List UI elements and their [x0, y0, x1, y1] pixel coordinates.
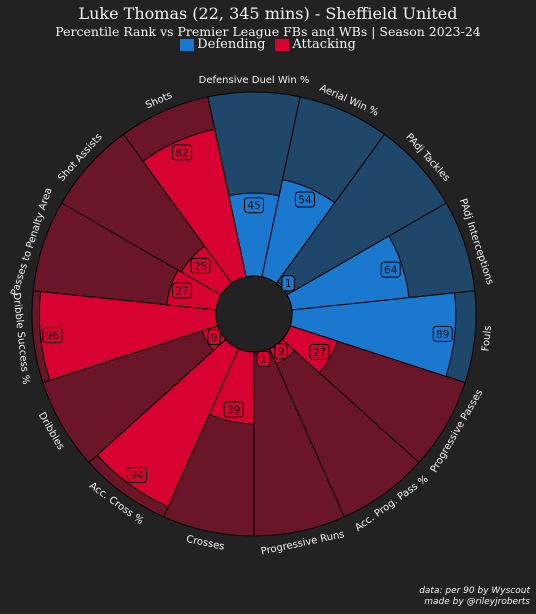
value-label-dribble-success: 96 — [42, 327, 63, 344]
category-label-defensive-duel-win: Defensive Duel Win % — [199, 75, 310, 86]
value-label-progressive-passes: 27 — [309, 343, 330, 360]
footer-data-source: data: per 90 by Wyscout — [419, 586, 530, 596]
legend-label-attacking: Attacking — [292, 37, 356, 52]
value-label-acc-cross: 94 — [127, 466, 148, 483]
svg-text:9: 9 — [278, 346, 285, 358]
svg-text:1: 1 — [285, 278, 292, 290]
value-label-defensive-duel-win: 45 — [244, 197, 264, 214]
svg-text:27: 27 — [313, 347, 326, 359]
svg-text:27: 27 — [175, 286, 188, 298]
svg-text:94: 94 — [130, 470, 144, 482]
svg-text:25: 25 — [194, 261, 207, 273]
value-label-shot-assists: 25 — [190, 257, 211, 274]
svg-text:89: 89 — [436, 329, 449, 341]
chart-subtitle: Percentile Rank vs Premier League FBs an… — [55, 24, 481, 39]
value-label-shots: 82 — [172, 144, 193, 161]
footer-credit: made by @rileyjroberts — [424, 597, 530, 607]
value-label-padj-tackles: 1 — [281, 275, 295, 292]
category-label-crosses: Crosses — [185, 534, 225, 553]
value-label-passes-to-penalty-area: 27 — [172, 282, 193, 299]
center-disc — [215, 275, 293, 353]
svg-text:1: 1 — [260, 354, 267, 366]
legend-item-defending: Defending — [180, 37, 265, 52]
value-label-crosses: 39 — [223, 401, 244, 418]
value-label-padj-interceptions: 64 — [380, 261, 401, 278]
category-label-fouls: Fouls — [480, 325, 494, 352]
value-label-fouls: 89 — [432, 325, 453, 342]
svg-text:96: 96 — [46, 330, 60, 342]
svg-text:45: 45 — [247, 200, 260, 212]
chart-title: Luke Thomas (22, 345 mins) - Sheffield U… — [78, 4, 458, 23]
legend: Defending Attacking — [0, 37, 536, 52]
svg-text:54: 54 — [298, 194, 312, 206]
value-label-aerial-win: 54 — [294, 191, 315, 208]
value-label-acc-prog-pass: 9 — [274, 343, 288, 360]
value-label-dribbles: 9 — [207, 329, 221, 345]
value-wedges — [38, 128, 457, 508]
svg-text:82: 82 — [175, 147, 188, 159]
legend-swatch-attacking — [275, 38, 290, 51]
svg-text:39: 39 — [227, 405, 240, 417]
category-label-dribble-success: Dribble Success % — [10, 292, 31, 385]
svg-text:64: 64 — [384, 265, 398, 277]
value-label-progressive-runs: 1 — [256, 350, 271, 367]
legend-swatch-defending — [180, 38, 195, 51]
title-block: Luke Thomas (22, 345 mins) - Sheffield U… — [0, 4, 536, 39]
legend-label-defending: Defending — [197, 37, 266, 52]
legend-item-attacking: Attacking — [275, 37, 356, 52]
svg-text:9: 9 — [211, 332, 218, 344]
footer: data: per 90 by Wyscout made by @rileyjr… — [419, 586, 530, 608]
